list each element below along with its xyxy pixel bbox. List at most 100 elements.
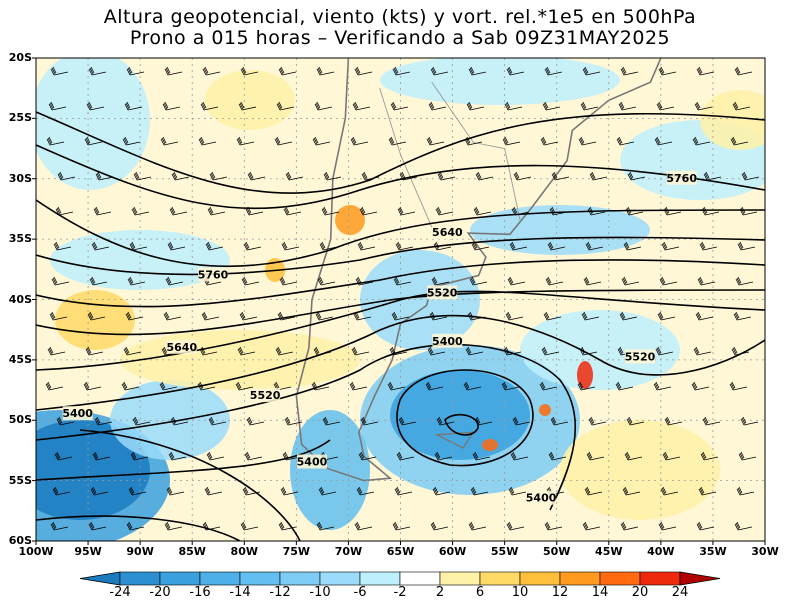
wind-barb — [693, 346, 712, 356]
wind-barb — [237, 346, 256, 356]
axis-ticks — [32, 57, 766, 545]
wind-barb — [166, 486, 185, 496]
wind-barb — [317, 276, 336, 286]
wind-barb — [730, 136, 749, 146]
wind-barb — [239, 311, 258, 321]
wind-barb — [92, 451, 111, 461]
wind-barb — [588, 416, 607, 426]
wind-barb — [741, 171, 760, 181]
wind-barb — [354, 521, 373, 531]
wind-barb — [247, 171, 266, 181]
wind-barb — [512, 416, 531, 426]
wind-barb — [737, 241, 756, 251]
contour-label-bg — [427, 285, 458, 300]
wind-barb — [619, 311, 638, 321]
wind-barb — [164, 66, 183, 76]
wind-barb — [539, 381, 558, 391]
contour-label: 5760 — [198, 268, 229, 281]
wind-barb — [543, 311, 562, 321]
wind-barb — [170, 416, 189, 426]
colorbar-segment — [599, 571, 641, 586]
colorbar-segment — [239, 571, 281, 586]
wind-barb — [90, 486, 109, 496]
vorticity-patch — [560, 420, 720, 520]
contour-label: 5400 — [62, 407, 93, 420]
wind-barb — [204, 486, 223, 496]
contour-label-bg — [526, 490, 557, 505]
wind-barb — [388, 136, 407, 146]
wind-barb — [513, 171, 532, 181]
wind-barb — [241, 276, 260, 286]
colorbar-segment — [199, 571, 241, 586]
wind-barb — [167, 241, 186, 251]
wind-barb — [54, 451, 73, 461]
wind-barb — [389, 346, 408, 356]
wind-barb — [698, 486, 717, 496]
colorbar-right-arrow — [679, 571, 721, 586]
wind-barb — [86, 101, 105, 111]
wind-barb — [95, 171, 114, 181]
wind-barb — [654, 136, 673, 146]
wind-barb — [131, 206, 150, 216]
wind-barb — [437, 171, 456, 181]
wind-barb — [392, 521, 411, 531]
wind-barb — [627, 171, 646, 181]
height-contour — [36, 314, 765, 411]
wind-barb — [51, 276, 70, 286]
wind-barb — [126, 521, 145, 531]
wind-barb — [124, 101, 143, 111]
wind-barb — [692, 136, 711, 146]
wind-barb — [696, 521, 715, 531]
wind-barb — [168, 451, 187, 461]
vorticity-patch — [55, 290, 135, 350]
contour-label-bg — [432, 225, 463, 240]
wind-barb — [472, 451, 491, 461]
wind-barb — [733, 311, 752, 321]
wind-barb — [586, 451, 605, 461]
lon-label: 75W — [282, 545, 311, 558]
wind-barb — [275, 346, 294, 356]
wind-barb — [473, 206, 492, 216]
wind-barb — [510, 451, 529, 461]
wind-barb — [625, 206, 644, 216]
wind-barb — [655, 346, 674, 356]
wind-barb — [277, 311, 296, 321]
wind-barb — [702, 416, 721, 426]
wind-barb — [661, 241, 680, 251]
wind-barb — [316, 66, 335, 76]
wind-barb — [398, 416, 417, 426]
height-contour — [36, 111, 765, 194]
wind-barb — [502, 136, 521, 146]
colorbar-segment — [639, 571, 681, 586]
wind-barb — [581, 311, 600, 321]
vorticity-patch — [36, 420, 150, 520]
wind-barb — [547, 241, 566, 251]
wind-barb — [245, 206, 264, 216]
wind-barb — [577, 381, 596, 391]
wind-barb — [428, 101, 447, 111]
wind-barb — [618, 101, 637, 111]
wind-barb — [735, 276, 754, 286]
wind-barb — [426, 136, 445, 146]
wind-barb — [425, 381, 444, 391]
height-contour — [36, 515, 241, 541]
vorticity-patch — [577, 361, 593, 389]
wind-barb — [133, 171, 152, 181]
contour-label: 5400 — [297, 456, 328, 469]
colorbar-label: 24 — [671, 585, 689, 600]
wind-barb — [616, 136, 635, 146]
colorbar-segment — [399, 571, 441, 586]
wind-barb — [695, 311, 714, 321]
wind-barb — [200, 101, 219, 111]
wind-barb — [315, 311, 334, 321]
wind-barb — [46, 136, 65, 146]
wind-barb — [587, 206, 606, 216]
contour-label-bg — [250, 388, 281, 403]
wind-barb — [125, 311, 144, 321]
wind-barb — [278, 521, 297, 531]
vorticity-patch — [335, 205, 365, 235]
wind-barb — [207, 206, 226, 216]
wind-barb — [93, 206, 112, 216]
wind-barb — [321, 206, 340, 216]
wind-barb — [544, 521, 563, 531]
